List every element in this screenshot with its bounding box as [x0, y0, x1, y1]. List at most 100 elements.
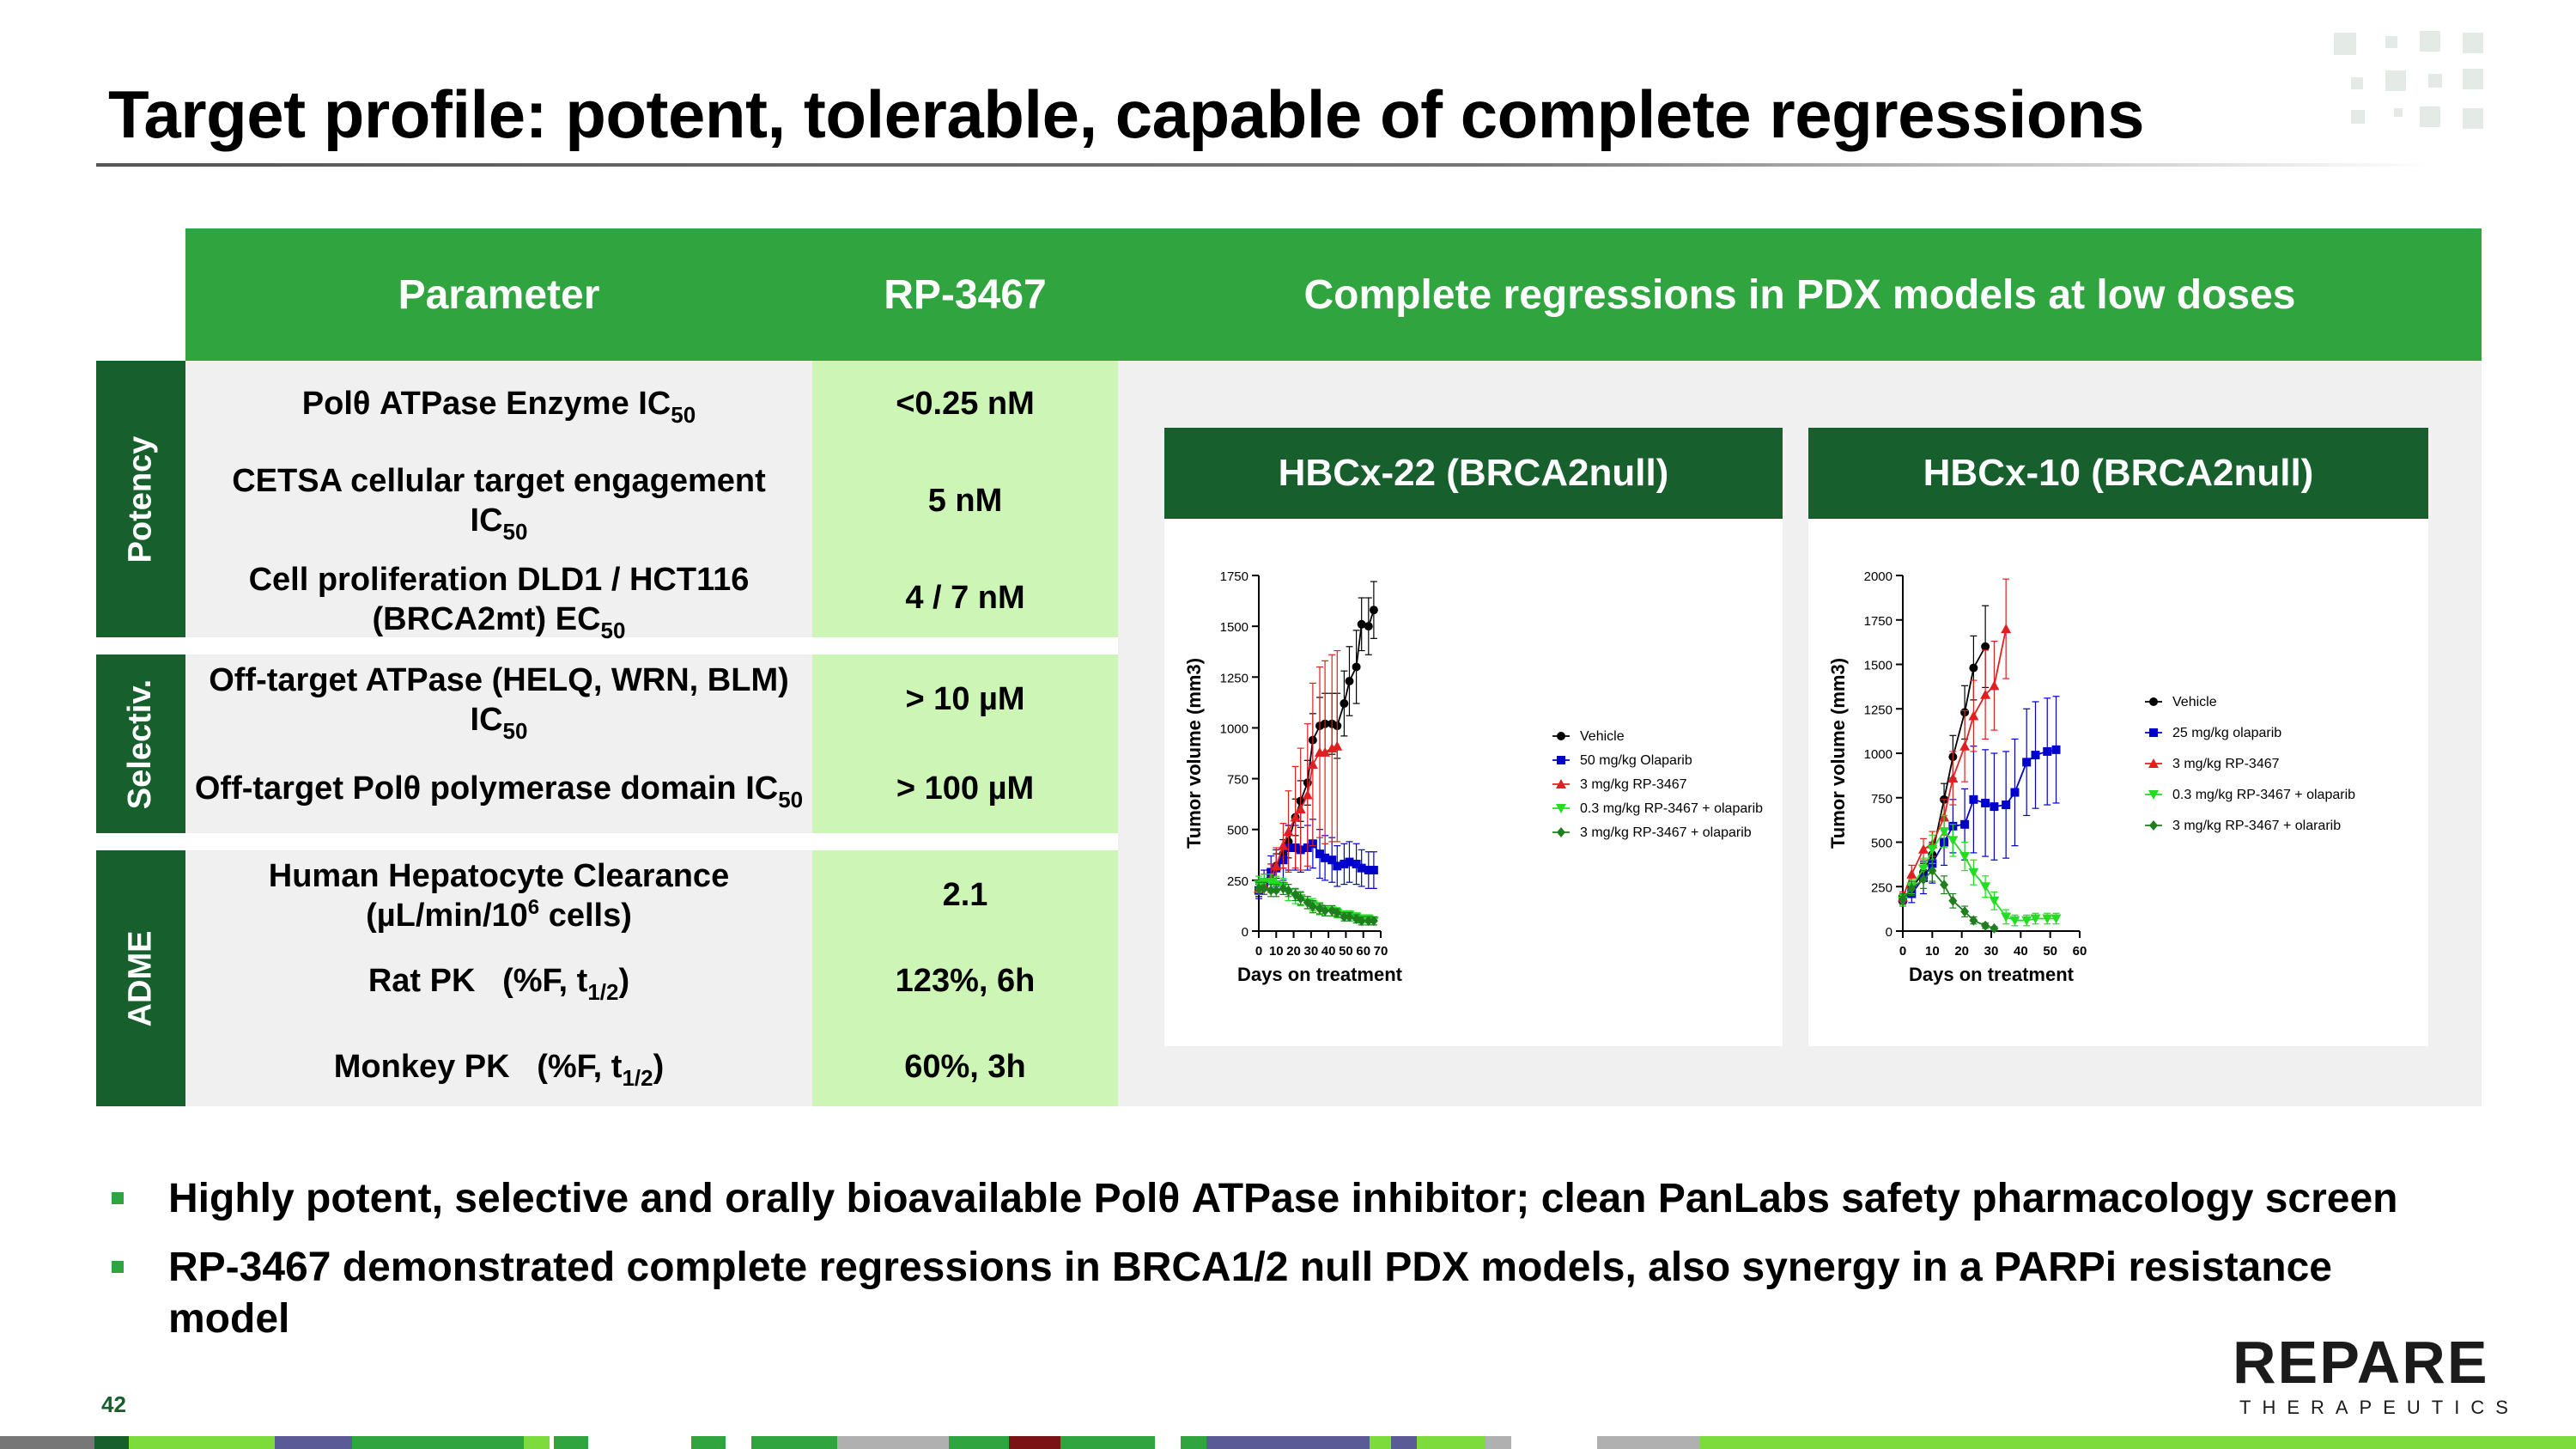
company-logo-subtitle: THERAPEUTICS	[2239, 1397, 2519, 1418]
x-tick-label: 70	[1374, 944, 1388, 959]
data-point	[1302, 789, 1313, 800]
param-row-4: Off-target Polθ polymerase domain IC50	[194, 770, 804, 813]
x-tick-label: 60	[2073, 944, 2087, 959]
x-tick-label: 0	[1255, 944, 1262, 959]
y-tick-label: 250	[1227, 874, 1249, 889]
data-point	[1271, 861, 1282, 871]
section-selectivity: Selectiv.	[96, 654, 185, 833]
potency-param-bg	[185, 361, 812, 637]
data-point	[1980, 882, 1991, 892]
param-row-1: CETSA cellular target engagement IC50	[232, 463, 766, 545]
legend-label: 0.3 mg/kg RP-3467 + olaparib	[2172, 788, 2355, 802]
data-point	[1947, 772, 1959, 782]
x-tick-label: 10	[1269, 944, 1284, 959]
chart-hbcx10: 0 250 500 750 1000 1250 1500 1750 2000 0 10 20 30 40 5…	[1827, 569, 2355, 985]
series-line	[1902, 748, 2057, 900]
bullet-marker-1	[112, 1261, 124, 1273]
x-tick-label: 30	[1304, 944, 1319, 959]
data-point	[1340, 911, 1349, 922]
param-row-5: Human Hepatocyte Clearance (µL/min/106 ce…	[268, 858, 730, 934]
data-point	[1968, 710, 1979, 721]
y-tick-label: 2000	[1864, 569, 1893, 584]
legend-label: 3 mg/kg RP-3467	[1580, 777, 1687, 792]
series-4	[1255, 881, 1378, 927]
chart-hbcx22: 0 250 500 750 1000 1250 1500 1750 0 10 20 30 40 50 60 7…	[1183, 569, 1763, 985]
legend-label: Vehicle	[1580, 729, 1625, 744]
data-point	[1981, 798, 1990, 807]
data-point	[1369, 606, 1378, 615]
data-point	[1340, 859, 1349, 868]
value-row-6: 123%, 6h	[895, 963, 1036, 999]
data-point	[1321, 853, 1330, 862]
header-parameter: Parameter	[185, 228, 812, 361]
legend-marker	[1556, 779, 1566, 788]
data-point	[1919, 874, 1929, 885]
y-tick-label: 0	[1886, 925, 1893, 940]
data-point	[1345, 911, 1354, 922]
y-tick-label: 1000	[1220, 721, 1249, 736]
data-point	[1315, 849, 1324, 859]
data-point	[2009, 916, 2020, 926]
decorative-squares	[2334, 26, 2488, 137]
data-point	[1906, 868, 1917, 879]
data-point	[2022, 758, 2032, 767]
data-point	[1352, 662, 1361, 672]
value-row-4: > 100 µM	[896, 770, 1035, 807]
series-line	[1902, 869, 1995, 929]
data-point	[1928, 865, 1937, 876]
chart-title-hbcx10: HBCx-10 (BRCA2null)	[1808, 428, 2428, 519]
data-point	[1340, 699, 1349, 709]
data-point	[1291, 889, 1300, 900]
x-tick-label: 10	[1925, 944, 1940, 959]
data-point	[1345, 857, 1354, 867]
legend-label: Vehicle	[2172, 695, 2217, 709]
data-point	[1333, 907, 1342, 918]
data-point	[1369, 916, 1378, 927]
x-tick-label: 20	[1286, 944, 1301, 959]
data-point	[1969, 795, 1978, 804]
legend-label: 3 mg/kg RP-3467 + olaparib	[1580, 825, 1752, 840]
data-point	[1918, 864, 1929, 874]
y-tick-label: 500	[1227, 824, 1249, 838]
slide-title: Target profile: potent, tolerable, capab…	[108, 76, 2145, 152]
section-adme: ADME	[96, 850, 185, 1106]
data-point	[2021, 916, 2032, 926]
data-point	[1321, 905, 1330, 916]
y-tick-label: 0	[1242, 925, 1249, 940]
legend-label: 3 mg/kg RP-3467	[2172, 757, 2280, 771]
selectivity-param-bg	[185, 654, 812, 833]
param-row-3: Off-target ATPase (HELQ, WRN, BLM) IC50	[209, 662, 789, 744]
x-tick-label: 30	[1984, 944, 1999, 959]
data-point	[1981, 920, 1990, 931]
data-point	[1364, 622, 1373, 631]
legend-marker	[1557, 827, 1565, 837]
legend-label: 25 mg/kg olaparib	[2172, 726, 2281, 740]
data-point	[2010, 788, 2020, 797]
chart-hbcx22-box: 0 250 500 750 1000 1250 1500 1750 0 10 20 30 40 50 60 7…	[1164, 519, 1783, 1046]
data-point	[2030, 914, 2041, 924]
data-point	[1959, 852, 1971, 862]
x-tick-label: 50	[1339, 944, 1353, 959]
legend-marker	[2148, 790, 2159, 800]
data-point	[1369, 866, 1378, 875]
value-row-0: <0.25 nM	[896, 386, 1035, 422]
data-point	[2051, 745, 2061, 754]
x-tick-label: 40	[2014, 944, 2028, 959]
page-number: 42	[101, 1391, 126, 1417]
data-point	[1272, 885, 1281, 896]
data-point	[1255, 883, 1263, 894]
data-point	[1333, 861, 1342, 871]
adme-value-bg	[812, 850, 1118, 1106]
data-point	[1918, 843, 1929, 854]
legend-marker	[1556, 804, 1566, 813]
param-row-2: Cell proliferation DLD1 / HCT116 (BRCA2mt…	[248, 562, 750, 643]
data-point	[1357, 863, 1366, 873]
data-point	[1969, 915, 1978, 926]
y-axis-label: Tumor volume (mm3)	[1183, 658, 1205, 849]
legend-label: 0.3 mg/kg RP-3467 + olaparib	[1580, 801, 1763, 816]
y-tick-label: 250	[1871, 880, 1893, 895]
data-point	[1308, 901, 1317, 912]
data-point	[1267, 885, 1276, 896]
series-line	[1902, 830, 2057, 922]
legend-label: 3 mg/kg RP-3467 + olararib	[2172, 819, 2341, 833]
